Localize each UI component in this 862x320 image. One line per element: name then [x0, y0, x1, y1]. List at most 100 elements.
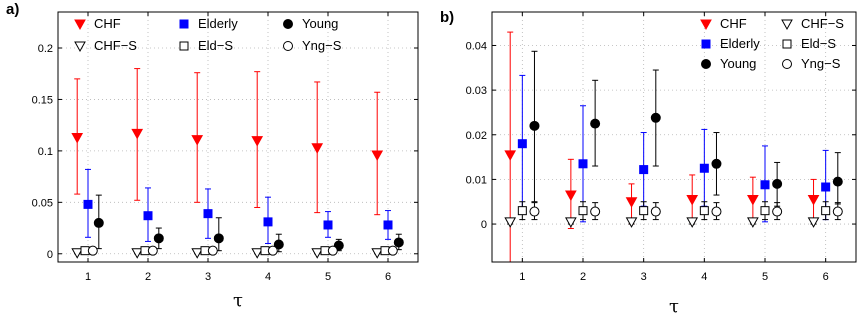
data-point-CHF — [371, 150, 384, 162]
data-point-Young — [273, 239, 284, 250]
data-point-Elderly — [203, 209, 213, 219]
legend-marker-Eld−S — [782, 39, 792, 49]
legend-label-CHF−S: CHF−S — [801, 16, 844, 31]
panel-a: 00.050.10.150.21 2 3 4 5 6τa)CHF Elderly YoungC… — [6, 1, 419, 311]
series-CHF−S — [504, 217, 820, 228]
series-CHF−S — [71, 248, 384, 259]
x-axis-label: τ — [233, 290, 243, 311]
data-point-CHF — [625, 197, 638, 208]
data-point-Young — [529, 120, 540, 131]
data-point-CHF−S — [747, 217, 759, 228]
data-point-Yng−S — [87, 245, 98, 256]
data-point-Yng−S — [650, 206, 661, 217]
data-point-CHF — [807, 195, 820, 206]
data-point-Yng−S — [832, 206, 843, 217]
data-point-Elderly — [517, 139, 527, 149]
legend-label-Young: Young — [720, 56, 756, 71]
data-point-Elderly — [143, 211, 153, 221]
data-point-CHF — [251, 136, 264, 147]
legend-label-Yng−S: Yng−S — [302, 38, 342, 53]
legend-marker-Young — [701, 59, 711, 69]
data-point-CHF — [565, 190, 577, 202]
data-point-Eld−S — [639, 206, 649, 216]
x-tick-label: 2 — [145, 271, 151, 283]
x-tick-label: 3 — [205, 271, 211, 283]
data-point-Yng−S — [207, 245, 218, 256]
data-point-Yng−S — [267, 245, 278, 256]
data-point-CHF — [747, 195, 759, 206]
data-point-Young — [590, 118, 601, 129]
data-point-CHF−S — [191, 248, 204, 259]
data-point-CHF−S — [625, 217, 638, 228]
legend-marker-CHF−S — [781, 19, 793, 31]
data-point-Elderly — [821, 182, 831, 192]
data-point-CHF — [504, 150, 517, 161]
data-point-Yng−S — [327, 245, 338, 256]
data-point-Young — [153, 233, 164, 244]
data-point-Elderly — [578, 159, 588, 169]
data-point-Young — [213, 233, 224, 244]
legend-label-Eld−S: Eld−S — [801, 36, 836, 51]
y-tick-label: 0.04 — [466, 40, 487, 52]
series-CHF — [71, 68, 384, 216]
data-point-Elderly — [383, 220, 393, 230]
x-axis-label: τ — [669, 296, 679, 317]
legend-marker-Yng−S — [283, 41, 293, 51]
y-tick-label: 0.15 — [32, 94, 53, 106]
legend-label-Elderly: Elderly — [198, 16, 238, 31]
data-point-CHF−S — [131, 248, 144, 259]
data-point-Young — [772, 178, 783, 189]
x-tick-label: 4 — [701, 271, 707, 283]
data-point-Eld−S — [517, 206, 527, 216]
data-point-Elderly — [639, 165, 649, 175]
x-tick-label: 1 — [519, 271, 525, 283]
series-Eld−S — [517, 201, 831, 221]
y-tick-label: 0 — [47, 249, 53, 261]
data-point-Young — [711, 158, 722, 169]
panel-b: 0 0.01 0.02 0.03 0.04 1 2 3 4 5 6 τ b) CHF Elderly Youn… — [440, 9, 857, 317]
legend-label-CHF: CHF — [720, 16, 747, 31]
series-Young — [93, 194, 404, 253]
y-tick-label: 0.05 — [32, 197, 53, 209]
x-tick-label: 1 — [85, 271, 91, 283]
panel-label: b) — [440, 9, 454, 26]
legend-label-CHF−S: CHF−S — [94, 38, 137, 53]
data-point-Yng−S — [772, 206, 783, 217]
data-point-CHF−S — [371, 248, 384, 259]
legend-marker-Elderly — [701, 39, 711, 49]
series-Yng−S — [529, 202, 843, 221]
data-point-Young — [832, 176, 843, 187]
data-point-Yng−S — [147, 245, 158, 256]
axes-box — [57, 11, 419, 263]
data-point-CHF−S — [504, 217, 517, 228]
x-tick-label: 5 — [325, 271, 331, 283]
data-point-CHF−S — [71, 248, 84, 259]
data-point-Eld−S — [578, 206, 588, 216]
data-point-CHF−S — [565, 217, 577, 228]
data-point-Yng−S — [387, 245, 398, 256]
data-point-Elderly — [263, 217, 273, 227]
series-CHF — [504, 31, 820, 263]
legend-label-Eld−S: Eld−S — [198, 38, 233, 53]
data-point-Eld−S — [699, 206, 709, 216]
data-point-CHF — [131, 128, 144, 140]
data-point-CHF — [311, 143, 324, 154]
legend-marker-CHF — [74, 19, 86, 31]
series-Eld−S — [80, 246, 390, 256]
data-point-Yng−S — [590, 206, 601, 217]
legend-marker-CHF−S — [74, 41, 86, 53]
series-Young — [529, 50, 843, 207]
data-point-CHF — [686, 195, 699, 206]
data-point-CHF−S — [251, 248, 264, 259]
legend-label-Elderly: Elderly — [720, 36, 760, 51]
x-tick-label: 3 — [641, 271, 647, 283]
panel-label: a) — [6, 1, 19, 18]
data-point-Elderly — [699, 163, 709, 173]
y-tick-label: 0.01 — [466, 174, 487, 186]
legend: CHF Elderly Young CHF−S Eld−S Yng−S — [700, 16, 844, 71]
data-point-Eld−S — [821, 206, 831, 216]
y-tick-label: 0.1 — [38, 146, 53, 158]
x-tick-label: 4 — [265, 271, 271, 283]
data-point-Young — [393, 237, 404, 248]
data-point-Yng−S — [529, 206, 540, 217]
